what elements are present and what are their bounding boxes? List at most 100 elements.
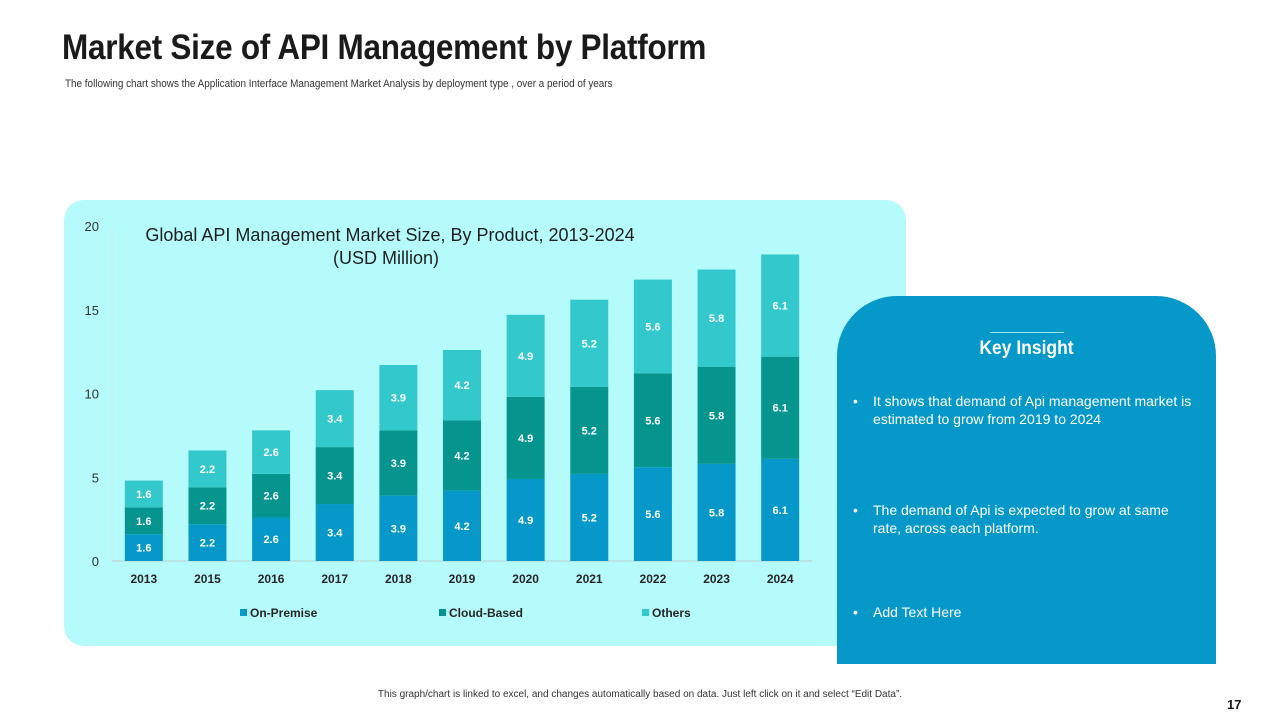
bar-others-2015[interactable] (188, 450, 227, 488)
page-title: Market Size of API Management by Platfor… (62, 28, 707, 67)
data-label: 3.4 (327, 528, 343, 540)
bar-on-premise-2020[interactable] (506, 478, 545, 561)
bar-cloud-based-2015[interactable] (188, 487, 227, 525)
bar-cloud-based-2020[interactable] (506, 396, 545, 479)
insight-divider (990, 332, 1064, 333)
y-tick-label: 0 (92, 554, 99, 569)
bar-others-2022[interactable] (633, 279, 672, 374)
data-label: 4.9 (518, 433, 533, 445)
bar-cloud-based-2023[interactable] (697, 366, 736, 464)
bar-others-2020[interactable] (506, 314, 545, 397)
data-label: 4.2 (454, 380, 469, 392)
insight-item: • It shows that demand of Api management… (853, 392, 1193, 428)
bar-on-premise-2016[interactable] (252, 517, 291, 561)
key-insight-card: Key Insight • It shows that demand of Ap… (837, 296, 1216, 664)
bar-cloud-based-2021[interactable] (570, 386, 609, 474)
insight-heading: Key Insight (979, 338, 1074, 359)
chart-title-group: Global API Management Market Size, By Pr… (145, 225, 634, 268)
chart-title-unit: (USD Million) (333, 248, 439, 268)
data-label: 4.9 (518, 351, 533, 363)
x-tick-label: 2016 (258, 572, 285, 586)
y-tick-label: 10 (85, 387, 99, 402)
bar-on-premise-2021[interactable] (570, 473, 609, 561)
x-tick-label: 2024 (767, 572, 794, 586)
data-label: 5.6 (645, 322, 660, 334)
data-label: 3.9 (391, 393, 406, 405)
bar-others-2023[interactable] (697, 269, 736, 367)
bar-on-premise-2018[interactable] (379, 495, 418, 561)
insight-item: • The demand of Api is expected to grow … (853, 501, 1193, 537)
data-label: 4.2 (454, 521, 469, 533)
bar-cloud-based-2022[interactable] (633, 373, 672, 468)
bar-cloud-based-2024[interactable] (761, 356, 800, 459)
bullet-icon: • (853, 604, 858, 620)
bar-others-2016[interactable] (252, 430, 291, 474)
bar-on-premise-2022[interactable] (633, 467, 672, 561)
data-label: 3.4 (327, 471, 343, 483)
bar-on-premise-2023[interactable] (697, 463, 736, 561)
bullet-icon: • (853, 393, 858, 409)
bar-others-2018[interactable] (379, 365, 418, 431)
data-label: 5.8 (709, 507, 724, 519)
data-label: 2.6 (263, 534, 278, 546)
bar-others-2017[interactable] (315, 390, 354, 448)
data-label: 3.9 (391, 458, 406, 470)
data-label: 3.4 (327, 414, 343, 426)
bar-cloud-based-2019[interactable] (443, 420, 481, 491)
data-label: 2.2 (200, 501, 215, 513)
data-label: 1.6 (136, 543, 151, 555)
insight-item-text: The demand of Api is expected to grow at… (873, 502, 1169, 536)
y-tick-label: 20 (85, 219, 99, 234)
legend-swatch (240, 609, 247, 616)
bar-cloud-based-2013[interactable] (124, 507, 163, 535)
x-tick-label: 2020 (512, 572, 539, 586)
legend-label[interactable]: Others (652, 606, 691, 620)
insight-item: • Add Text Here (853, 603, 1193, 621)
bar-cloud-based-2018[interactable] (379, 430, 418, 496)
data-label: 5.6 (645, 415, 660, 427)
data-label: 1.6 (136, 516, 151, 528)
bar-others-2024[interactable] (761, 254, 800, 357)
data-label: 4.9 (518, 515, 533, 527)
data-label: 2.6 (263, 491, 278, 503)
page-subtitle: The following chart shows the Applicatio… (65, 78, 613, 90)
bar-on-premise-2019[interactable] (443, 490, 481, 561)
data-label: 6.1 (773, 403, 788, 415)
bar-on-premise-2015[interactable] (188, 524, 227, 561)
data-label: 6.1 (773, 505, 788, 517)
data-label: 5.8 (709, 313, 724, 325)
x-tick-label: 2023 (703, 572, 730, 586)
legend-label[interactable]: Cloud-Based (449, 606, 523, 620)
bar-on-premise-2013[interactable] (124, 534, 163, 561)
data-label: 2.2 (200, 538, 215, 550)
data-label: 5.2 (582, 512, 597, 524)
x-tick-label: 2019 (449, 572, 476, 586)
legend-label[interactable]: On-Premise (250, 606, 318, 620)
bar-others-2019[interactable] (443, 349, 481, 421)
data-label: 5.6 (645, 509, 660, 521)
bar-others-2021[interactable] (570, 299, 609, 387)
bar-on-premise-2017[interactable] (315, 504, 354, 561)
bar-cloud-based-2017[interactable] (315, 447, 354, 505)
y-tick-label: 15 (85, 303, 99, 318)
bar-series-group: 1.6 1.6 1.6 2.2 2.2 2.2 2.6 2.6 2.6 3.4 3.4 3.4 3.9 3… (124, 254, 800, 561)
bar-others-2013[interactable] (124, 480, 163, 508)
data-label: 3.9 (391, 523, 406, 535)
data-label: 6.1 (773, 301, 788, 313)
bar-on-premise-2024[interactable] (761, 458, 800, 561)
y-axis-ticks: 0 5 10 15 20 (85, 219, 99, 569)
data-label: 4.2 (454, 450, 469, 462)
data-label: 1.6 (136, 489, 151, 501)
chart-title: Global API Management Market Size, By Pr… (145, 225, 634, 245)
x-tick-label: 2022 (640, 572, 667, 586)
page-number: 17 (1227, 697, 1242, 712)
y-tick-label: 5 (92, 470, 99, 485)
data-label: 5.2 (582, 338, 597, 350)
x-tick-label: 2018 (385, 572, 412, 586)
chart-legend: On-Premise Cloud-Based Others (240, 606, 691, 620)
x-tick-label: 2015 (194, 572, 221, 586)
footnote: This graph/chart is linked to excel, and… (377, 689, 903, 700)
data-label: 5.8 (709, 410, 724, 422)
bar-cloud-based-2016[interactable] (252, 473, 291, 518)
